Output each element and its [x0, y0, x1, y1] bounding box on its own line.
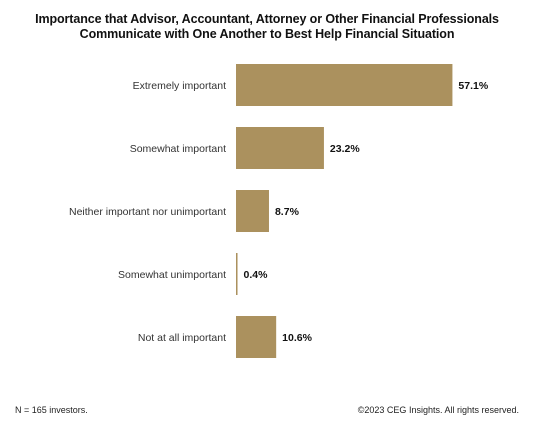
bar-3 — [236, 253, 238, 295]
value-label-1: 23.2% — [330, 143, 360, 155]
category-label-4: Not at all important — [138, 332, 226, 344]
bar-4 — [236, 316, 277, 358]
value-label-2: 8.7% — [275, 206, 300, 218]
sample-size-note: N = 165 investors. — [15, 405, 88, 415]
value-label-4: 10.6% — [282, 332, 312, 344]
bar-1 — [236, 127, 324, 169]
chart-title: Importance that Advisor, Accountant, Att… — [0, 12, 534, 42]
category-label-2: Neither important nor unimportant — [69, 206, 226, 218]
category-label-0: Extremely important — [133, 80, 226, 92]
category-label-1: Somewhat important — [130, 143, 226, 155]
chart-title-line-1: Importance that Advisor, Accountant, Att… — [35, 12, 499, 26]
category-label-3: Somewhat unimportant — [118, 269, 226, 281]
value-label-3: 0.4% — [244, 269, 269, 281]
chart-title-line-2: Communicate with One Another to Best Hel… — [79, 27, 455, 41]
value-label-0: 57.1% — [458, 80, 488, 92]
bar-2 — [236, 190, 269, 232]
bar-0 — [236, 64, 453, 106]
copyright-note: ©2023 CEG Insights. All rights reserved. — [357, 405, 519, 415]
